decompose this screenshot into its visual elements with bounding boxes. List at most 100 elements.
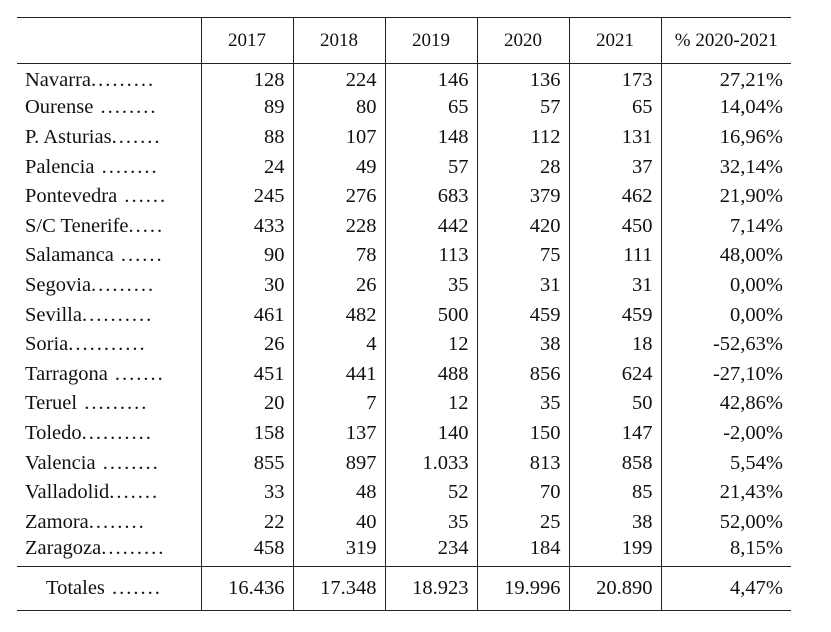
cell-2019: 148 (384, 122, 477, 153)
leader-dots: ...... (113, 244, 164, 267)
table-row: Salamanca ...... 90 78 113 75 111 48,00% (17, 241, 791, 271)
cell-2020: 75 (476, 241, 569, 271)
row-label: Pontevedra ...... (17, 182, 201, 212)
province-name: Sevilla (25, 303, 82, 326)
cell-2017: 245 (200, 181, 293, 212)
table-row: Valladolid....... 33 48 52 70 85 21,43% (17, 477, 791, 508)
cell-2021: 459 (568, 300, 661, 330)
header-row: 2017 2018 2019 2020 2021 % 2020-2021 (17, 17, 791, 64)
totals-cell-2021: 20.890 (568, 566, 661, 612)
row-label: Ourense ........ (17, 93, 201, 123)
cell-pct-change: 5,54% (660, 448, 791, 478)
cell-2020: 136 (476, 63, 569, 94)
cell-pct-change: 52,00% (660, 507, 791, 537)
leader-dots: ......... (77, 392, 149, 415)
cell-2019: 12 (384, 329, 477, 360)
cell-2019: 500 (384, 300, 477, 330)
table-row: Navarra......... 128 224 146 136 173 27,21% (17, 63, 791, 94)
leader-dots: ......... (101, 537, 166, 560)
cell-2021: 18 (568, 329, 661, 360)
header-cell-pct-change: % 2020-2021 (660, 17, 791, 64)
cell-2021: 199 (568, 537, 661, 567)
leader-dots: .......... (81, 421, 153, 444)
cell-2017: 88 (200, 122, 293, 153)
leader-dots: ........... (68, 333, 147, 356)
cell-2020: 57 (476, 93, 569, 123)
leader-dots: ....... (109, 481, 160, 504)
table-row: Teruel ......... 20 7 12 35 50 42,86% (17, 389, 791, 419)
province-name: Navarra (25, 69, 92, 92)
table-row: S/C Tenerife..... 433 228 442 420 450 7,14% (17, 211, 791, 242)
table-row: Palencia ........ 24 49 57 28 37 32,14% (17, 152, 791, 182)
cell-2018: 26 (292, 270, 385, 301)
cell-2017: 26 (200, 329, 293, 360)
leader-dots: ......... (91, 273, 156, 296)
leader-dots: ...... (117, 185, 168, 208)
row-label: Zamora........ (17, 507, 201, 537)
table-row: Ourense ........ 89 80 65 57 65 14,04% (17, 93, 791, 123)
totals-label: Totales ....... (17, 566, 201, 612)
cell-pct-change: -2,00% (660, 418, 791, 449)
cell-2017: 855 (200, 448, 293, 478)
cell-2020: 379 (476, 181, 569, 212)
cell-2018: 80 (292, 93, 385, 123)
cell-2019: 146 (384, 63, 477, 94)
cell-2021: 858 (568, 448, 661, 478)
cell-2020: 420 (476, 211, 569, 242)
province-name: S/C Tenerife (25, 214, 129, 237)
totals-label-text: Totales (46, 577, 105, 600)
leader-dots: .......... (81, 303, 154, 326)
cell-2017: 128 (200, 63, 293, 94)
cell-2020: 813 (476, 448, 569, 478)
cell-2020: 459 (476, 300, 569, 330)
province-name: Teruel (25, 392, 78, 415)
statistics-table: 2017 2018 2019 2020 2021 % 2020-2021 Nav… (17, 17, 791, 612)
row-label: Soria........... (17, 330, 201, 360)
cell-2019: 140 (384, 418, 477, 449)
province-name: Salamanca (25, 244, 114, 267)
leader-dots: ....... (111, 125, 162, 148)
cell-2017: 30 (200, 270, 293, 301)
cell-2019: 442 (384, 211, 477, 242)
cell-pct-change: 48,00% (660, 241, 791, 271)
province-name: Ourense (25, 96, 94, 119)
cell-2021: 111 (568, 241, 661, 271)
table-footer: Totales ....... 16.436 17.348 18.923 19.… (17, 566, 791, 612)
row-label: Salamanca ...... (17, 241, 201, 271)
cell-2017: 20 (200, 389, 293, 419)
cell-2019: 12 (384, 389, 477, 419)
cell-2019: 683 (384, 181, 477, 212)
row-label: Teruel ......... (17, 389, 201, 419)
cell-2020: 112 (476, 122, 569, 153)
table-row: Zamora........ 22 40 35 25 38 52,00% (17, 507, 791, 537)
table-row: Pontevedra ...... 245 276 683 379 462 21,90% (17, 181, 791, 212)
province-name: Soria (25, 333, 69, 356)
row-label: Tarragona ....... (17, 359, 201, 389)
leader-dots: ........ (93, 96, 158, 119)
cell-pct-change: -52,63% (660, 329, 791, 360)
totals-row: Totales ....... 16.436 17.348 18.923 19.… (17, 566, 791, 612)
cell-pct-change: 27,21% (660, 63, 791, 94)
header-cell-2017: 2017 (200, 17, 293, 64)
cell-2020: 31 (476, 270, 569, 301)
leader-dots: ........ (94, 155, 159, 178)
cell-pct-change: 0,00% (660, 270, 791, 301)
cell-2020: 184 (476, 537, 569, 567)
table-row: Zaragoza......... 458 319 234 184 199 8,15% (17, 537, 791, 567)
cell-2018: 224 (292, 63, 385, 94)
row-label: Navarra......... (17, 64, 201, 94)
cell-pct-change: 32,14% (660, 152, 791, 182)
province-name: Tarragona (25, 362, 108, 385)
cell-2018: 78 (292, 241, 385, 271)
cell-2021: 624 (568, 359, 661, 390)
row-label: P. Asturias....... (17, 123, 201, 153)
cell-2021: 38 (568, 507, 661, 537)
province-name: Zaragoza (25, 537, 102, 560)
cell-2021: 147 (568, 418, 661, 449)
cell-pct-change: 8,15% (660, 537, 791, 567)
province-name: P. Asturias (25, 125, 112, 148)
leader-dots: ......... (91, 69, 156, 92)
cell-2020: 35 (476, 389, 569, 419)
cell-2020: 28 (476, 152, 569, 182)
cell-2018: 482 (292, 300, 385, 330)
